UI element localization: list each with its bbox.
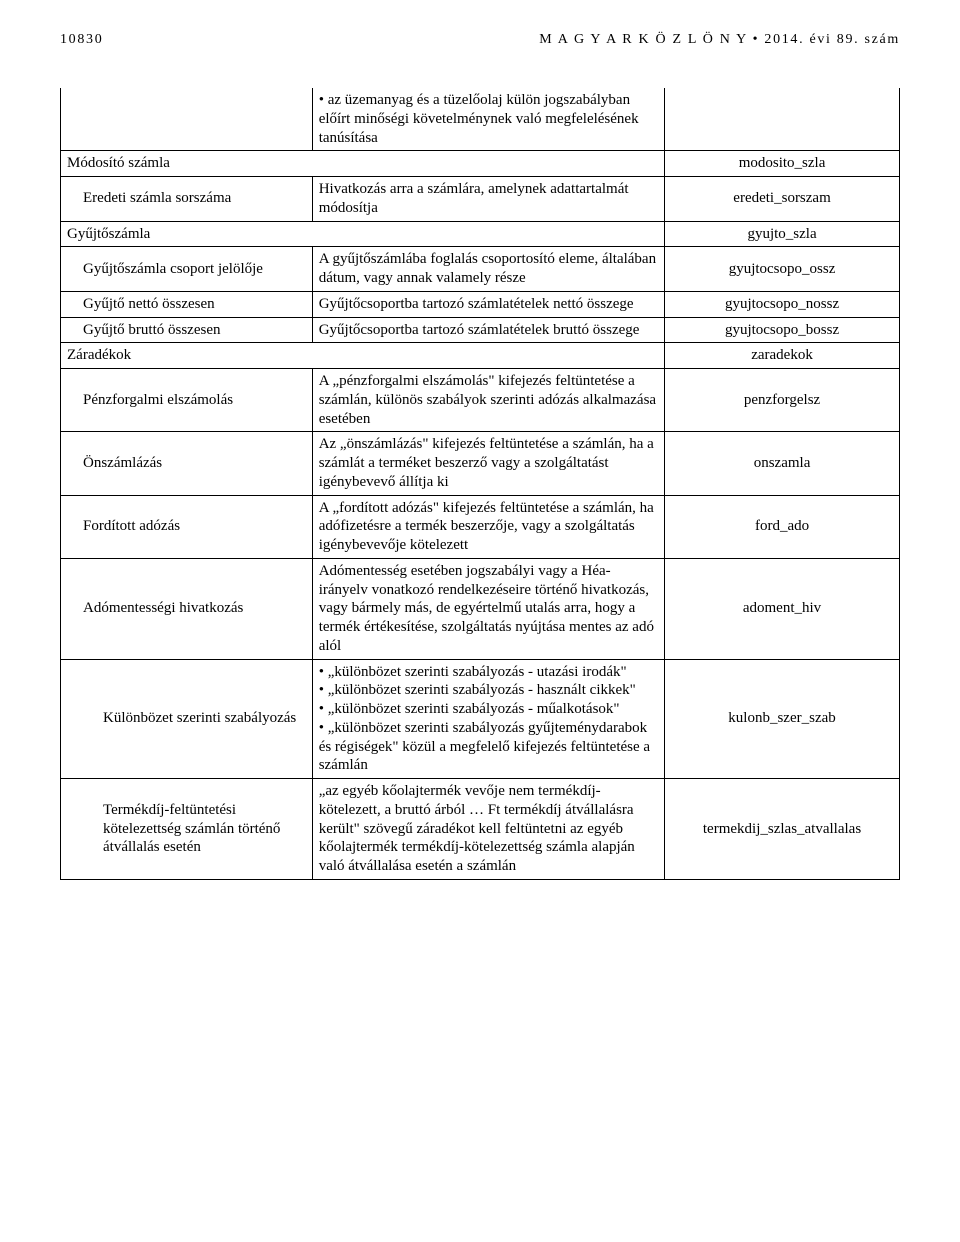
description-cell: Hivatkozás arra a számlára, amelynek ada… [312,177,664,222]
code-cell: kulonb_szer_szab [665,659,900,779]
code-cell [665,88,900,151]
table-row: Adómentességi hivatkozásAdómentesség ese… [61,558,900,659]
table-row: Gyűjtőszámlagyujto_szla [61,221,900,247]
table-row: Eredeti számla sorszámaHivatkozás arra a… [61,177,900,222]
table-row: Termékdíj-feltüntetési kötelezettség szá… [61,779,900,880]
label-cell: Gyűjtőszámla [61,221,665,247]
label-cell: Pénzforgalmi elszámolás [61,369,313,432]
code-cell: ford_ado [665,495,900,558]
table-row: Fordított adózásA „fordított adózás" kif… [61,495,900,558]
description-cell: A gyűjtőszámlába foglalás csoportosító e… [312,247,664,292]
description-cell: Az „önszámlázás" kifejezés feltüntetése … [312,432,664,495]
label-cell: Önszámlázás [61,432,313,495]
gazette-title: M A G Y A R K Ö Z L Ö N Y • 2014. évi 89… [539,32,900,48]
code-cell: zaradekok [665,343,900,369]
code-cell: onszamla [665,432,900,495]
table-row: • az üzemanyag és a tüzelőolaj külön jog… [61,88,900,151]
description-cell: • az üzemanyag és a tüzelőolaj külön jog… [312,88,664,151]
label-cell: Különbözet szerinti szabályozás [61,659,313,779]
page-number: 10830 [60,32,103,48]
code-cell: eredeti_sorszam [665,177,900,222]
code-cell: gyujtocsopo_ossz [665,247,900,292]
label-cell: Módosító számla [61,151,665,177]
page-header: 10830 M A G Y A R K Ö Z L Ö N Y • 2014. … [60,32,900,48]
description-cell: „az egyéb kőolajtermék vevője nem termék… [312,779,664,880]
code-cell: gyujtocsopo_bossz [665,317,900,343]
description-cell: Gyűjtőcsoportba tartozó számlatételek ne… [312,291,664,317]
label-cell: Adómentességi hivatkozás [61,558,313,659]
code-cell: gyujto_szla [665,221,900,247]
table-row: Gyűjtő nettó összesenGyűjtőcsoportba tar… [61,291,900,317]
table-row: ÖnszámlázásAz „önszámlázás" kifejezés fe… [61,432,900,495]
label-cell: Termékdíj-feltüntetési kötelezettség szá… [61,779,313,880]
description-cell: A „fordított adózás" kifejezés feltüntet… [312,495,664,558]
description-cell: Gyűjtőcsoportba tartozó számlatételek br… [312,317,664,343]
table-row: Gyűjtőszámla csoport jelölőjeA gyűjtőszá… [61,247,900,292]
table-row: Gyűjtő bruttó összesenGyűjtőcsoportba ta… [61,317,900,343]
label-cell: Gyűjtőszámla csoport jelölője [61,247,313,292]
label-cell [61,88,313,151]
label-cell: Eredeti számla sorszáma [61,177,313,222]
table-row: Különbözet szerinti szabályozás• „különb… [61,659,900,779]
label-cell: Fordított adózás [61,495,313,558]
description-cell: Adómentesség esetében jogszabályi vagy a… [312,558,664,659]
table-row: Módosító számlamodosito_szla [61,151,900,177]
code-cell: adoment_hiv [665,558,900,659]
description-cell: • „különbözet szerinti szabályozás - uta… [312,659,664,779]
code-cell: termekdij_szlas_atvallalas [665,779,900,880]
label-cell: Gyűjtő nettó összesen [61,291,313,317]
data-table: • az üzemanyag és a tüzelőolaj külön jog… [60,88,900,880]
page: 10830 M A G Y A R K Ö Z L Ö N Y • 2014. … [0,0,960,920]
code-cell: gyujtocsopo_nossz [665,291,900,317]
code-cell: penzforgelsz [665,369,900,432]
code-cell: modosito_szla [665,151,900,177]
table-row: Pénzforgalmi elszámolásA „pénzforgalmi e… [61,369,900,432]
description-cell: A „pénzforgalmi elszámolás" kifejezés fe… [312,369,664,432]
table-row: Záradékokzaradekok [61,343,900,369]
label-cell: Gyűjtő bruttó összesen [61,317,313,343]
label-cell: Záradékok [61,343,665,369]
